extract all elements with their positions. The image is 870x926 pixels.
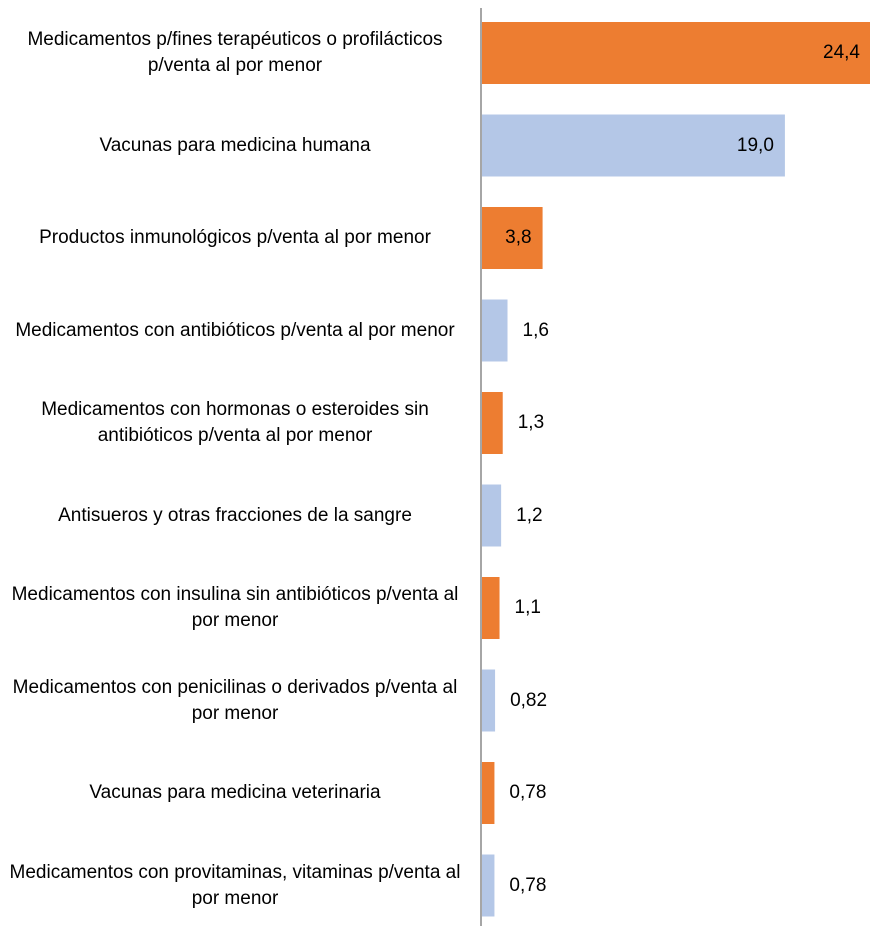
category-label: Medicamentos con hormonas o esteroides s… [41, 399, 429, 446]
category-label: Productos inmunológicos p/venta al por m… [39, 227, 431, 248]
bar [482, 22, 870, 84]
category-label: Antisueros y otras fracciones de la sang… [58, 504, 412, 526]
bar [482, 114, 785, 177]
bar [482, 577, 500, 639]
bar [482, 762, 495, 824]
bar [482, 854, 495, 917]
category-label: Medicamentos con antibióticos p/venta al… [15, 319, 455, 341]
category-label: Medicamentos con penicilinas o derivados… [12, 676, 458, 724]
category-label: Medicamentos con provitaminas, vitaminas… [9, 861, 461, 909]
value-label: 24,4 [823, 42, 860, 63]
category-label: Vacunas para medicina veterinaria [89, 782, 381, 803]
bar [482, 299, 508, 362]
bar [482, 484, 502, 547]
bar [482, 207, 543, 269]
value-label: 1,1 [514, 597, 541, 618]
bar [482, 669, 496, 732]
value-label: 0,78 [509, 782, 547, 803]
bar [482, 392, 503, 454]
value-label: 1,2 [516, 504, 543, 526]
category-label: Medicamentos con insulina sin antibiótic… [11, 584, 459, 631]
category-label: Medicamentos p/fines terapéuticos o prof… [27, 29, 443, 76]
value-label: 3,8 [505, 227, 532, 248]
value-label: 1,6 [522, 319, 549, 341]
value-label: 19,0 [736, 134, 774, 156]
category-label: Vacunas para medicina humana [99, 134, 371, 156]
value-label: 0,78 [509, 874, 547, 896]
value-label: 1,3 [517, 412, 545, 433]
value-label: 0,82 [510, 689, 548, 711]
